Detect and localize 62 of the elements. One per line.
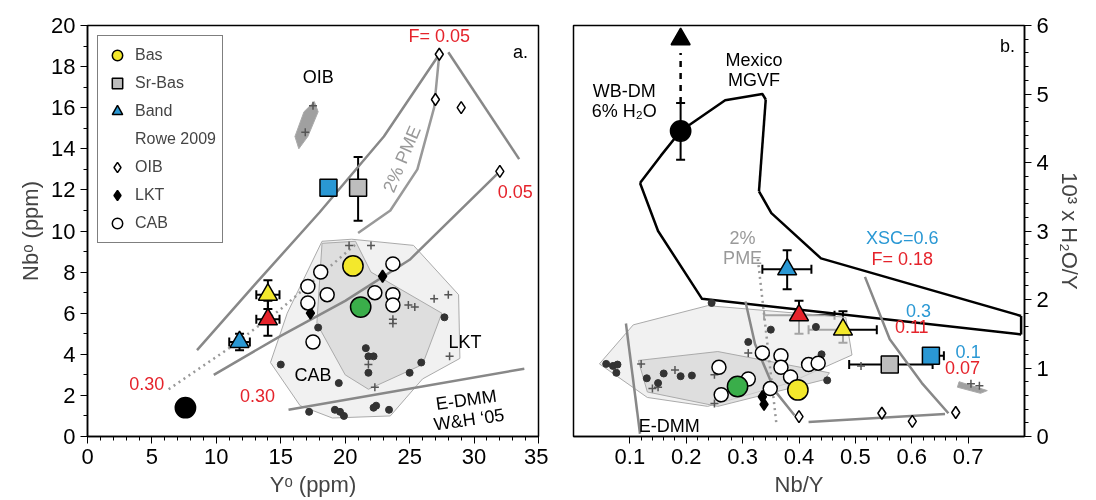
y-tick-label: 12	[51, 177, 76, 203]
x-tick-label: 25	[397, 443, 422, 469]
y2-axis-title: 10³ x H₂O/Y	[1056, 172, 1082, 290]
annotation: XSC=0.6	[865, 227, 939, 248]
annotation: E-DMM W&H ‘05	[432, 385, 506, 435]
legend-label: LKT	[135, 186, 165, 204]
y-tick-label: 2	[63, 382, 76, 408]
x-tick-label: 0.3	[727, 443, 758, 469]
y-tick-label: 10	[51, 218, 76, 244]
y-tick-label: 0	[63, 424, 76, 449]
annotation: b.	[1000, 36, 1016, 57]
y-tick-label: 20	[51, 13, 76, 38]
annotation: 2% PME	[723, 228, 763, 269]
y-tick-label: 6	[63, 300, 76, 326]
y-tick-label: 16	[51, 95, 76, 121]
x-tick-label: 10	[204, 443, 229, 469]
annotation: CAB	[294, 364, 332, 385]
annotation: F= 0.18	[871, 249, 933, 270]
x-tick-label: 30	[461, 443, 487, 469]
annotation: E-DMM	[638, 415, 700, 436]
legend-label: Bas	[135, 46, 163, 64]
x-axis-title: Yᵒ (ppm)	[269, 471, 357, 497]
x-tick-label: 0.7	[952, 443, 984, 469]
x-tick-label: 5	[145, 443, 159, 469]
legend-label: CAB	[135, 214, 168, 232]
y-tick-label: 8	[63, 259, 76, 285]
x-tick-label: 0.5	[840, 443, 871, 469]
y2-tick-label: 6	[1036, 13, 1049, 38]
x-tick-label: 0.4	[783, 443, 815, 469]
x-tick-label: 20	[332, 443, 358, 469]
x-tick-label: 0.2	[670, 443, 702, 469]
annotation: OIB	[302, 66, 334, 87]
y2-tick-label: 1	[1036, 355, 1049, 381]
x-tick-label: 15	[268, 443, 294, 469]
annotation: WB-DM 6% H₂O	[591, 80, 657, 121]
annotation: 0.05	[497, 182, 533, 203]
y2-tick-label: 3	[1036, 218, 1049, 244]
x-tick-label: 35	[524, 443, 549, 469]
annotation: 2% PME	[379, 122, 425, 196]
x-axis-title: Nb/Y	[774, 471, 824, 497]
y-tick-label: 4	[63, 341, 76, 367]
legend-title: Rowe 2009	[135, 130, 216, 148]
x-tick-label: 0.6	[896, 443, 928, 469]
x-tick-label: 0.1	[614, 443, 646, 469]
y2-tick-label: 4	[1036, 150, 1049, 175]
y2-tick-label: 5	[1036, 81, 1049, 107]
annotation: 0.30	[129, 373, 165, 394]
y2-tick-label: 2	[1036, 287, 1049, 312]
annotation: a.	[512, 42, 528, 63]
annotation: LKT	[448, 331, 482, 352]
y-tick-label: 14	[51, 136, 76, 162]
legend-label: OIB	[135, 158, 163, 176]
legend-label: Sr-Bas	[135, 74, 184, 92]
annotation: 0.07	[944, 357, 981, 378]
y2-tick-label: 0	[1036, 424, 1049, 449]
y-axis-title: Nbᵒ (ppm)	[18, 180, 44, 281]
annotation: Mexico MGVF	[725, 50, 783, 91]
annotation: 0.30	[240, 385, 276, 406]
x-tick-label: 0	[81, 443, 94, 469]
y-tick-label: 18	[51, 54, 76, 80]
legend-label: Band	[135, 102, 173, 120]
annotation: F= 0.05	[408, 25, 471, 46]
